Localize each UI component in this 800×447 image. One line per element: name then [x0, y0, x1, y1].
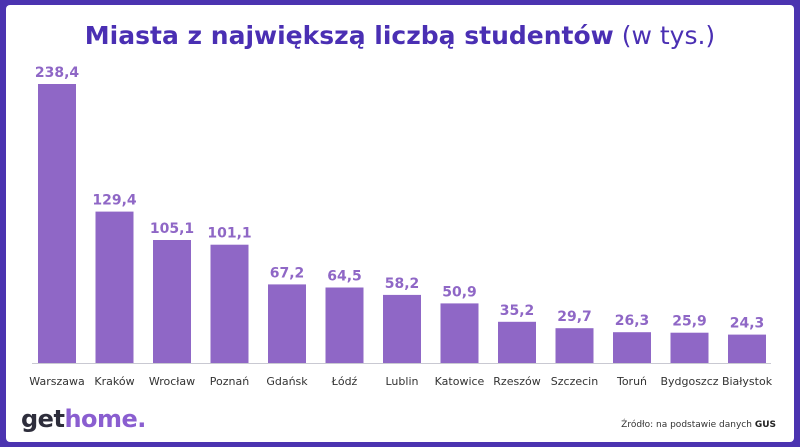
bar-8 — [498, 321, 536, 363]
chart-title-main: Miasta z największą liczbą studentów — [84, 21, 614, 50]
bar-6 — [383, 294, 421, 363]
value-label-8: 35,2 — [500, 303, 535, 319]
bar-5 — [325, 287, 364, 363]
value-label-7: 50,9 — [442, 284, 477, 300]
source-note: Źródło: na podstawie danych GUS — [621, 419, 776, 431]
value-label-0: 238,4 — [35, 65, 80, 81]
category-label-12: Białystok — [722, 375, 773, 388]
category-label-5: Łódź — [331, 375, 358, 388]
source-name: GUS — [754, 420, 776, 430]
category-label-8: Rzeszów — [493, 375, 540, 388]
bar-1 — [95, 211, 134, 363]
logo-part-get: get — [21, 405, 65, 433]
bar-10 — [613, 332, 651, 363]
category-label-1: Kraków — [94, 375, 134, 388]
logo-part-home: home. — [64, 405, 146, 433]
value-label-10: 26,3 — [615, 313, 650, 329]
value-label-11: 25,9 — [672, 314, 707, 330]
chart-title: Miasta z największą liczbą studentów (w … — [6, 19, 794, 53]
category-label-7: Katowice — [435, 375, 485, 388]
value-label-9: 29,7 — [557, 309, 592, 325]
bar-0 — [38, 84, 76, 363]
category-label-11: Bydgoszcz — [660, 375, 718, 388]
chart-title-unit: (w tys.) — [621, 21, 716, 50]
category-label-6: Lublin — [386, 375, 419, 388]
category-label-10: Toruń — [616, 375, 647, 388]
category-label-3: Poznań — [210, 375, 249, 388]
chart-card: Miasta z największą liczbą studentów (w … — [6, 5, 794, 442]
bar-3 — [210, 244, 249, 363]
bar-12 — [728, 334, 766, 363]
bar-4 — [268, 284, 306, 363]
bar-11 — [670, 332, 709, 363]
category-label-9: Szczecin — [551, 375, 598, 388]
bar-2 — [153, 240, 191, 363]
bar-chart: 238,4 Warszawa 129,4 Kraków 105,1 Wrocław 101,… — [29, 65, 773, 388]
category-label-4: Gdańsk — [266, 375, 308, 388]
bar-9 — [555, 328, 594, 363]
bar-7 — [440, 303, 479, 363]
value-label-4: 67,2 — [270, 265, 305, 281]
value-label-2: 105,1 — [150, 221, 194, 237]
gethome-logo: gethome. — [21, 405, 146, 433]
value-label-12: 24,3 — [730, 316, 765, 332]
category-label-2: Wrocław — [149, 375, 195, 388]
value-label-1: 129,4 — [92, 193, 137, 209]
source-prefix: Źródło: na podstawie danych — [621, 420, 752, 430]
value-label-3: 101,1 — [207, 226, 251, 242]
category-label-0: Warszawa — [29, 375, 84, 388]
value-label-5: 64,5 — [327, 269, 362, 285]
value-label-6: 58,2 — [385, 276, 420, 292]
